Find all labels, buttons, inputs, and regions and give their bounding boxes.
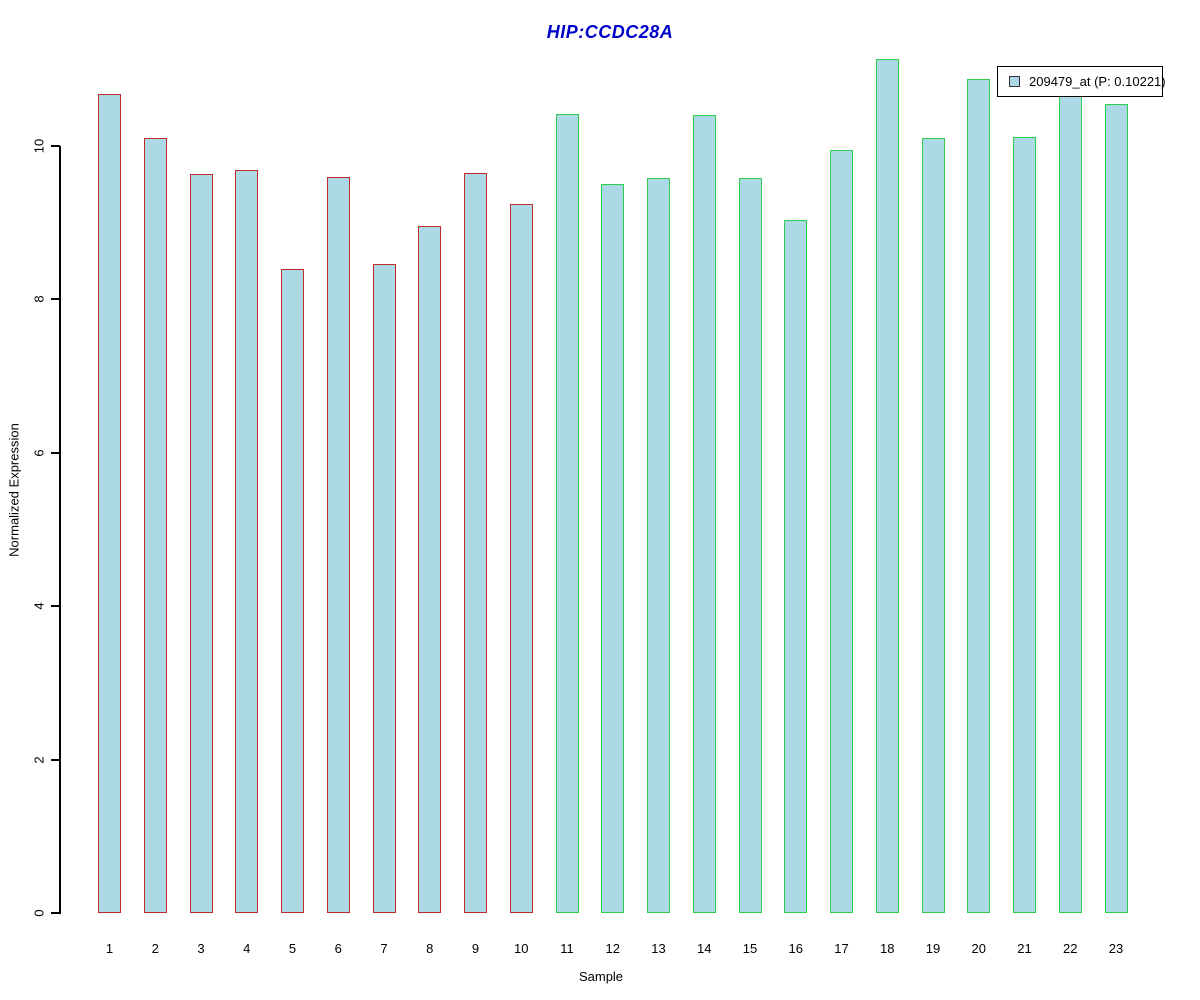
bar-sample-16 [784, 220, 808, 913]
bar-sample-22 [1058, 88, 1082, 913]
x-tick-label: 11 [560, 941, 574, 956]
x-tick-label: 21 [1017, 941, 1032, 956]
x-tick-label: 6 [334, 941, 342, 956]
bar-sample-9 [464, 172, 487, 913]
chart-title: HIP:CCDC28A [546, 22, 674, 42]
x-tick-label: 14 [697, 941, 712, 956]
bar-sample-12 [601, 183, 625, 913]
bar-sample-19 [921, 137, 945, 913]
x-axis-label: Sample [578, 969, 624, 984]
bar-sample-6 [326, 176, 350, 913]
y-tick-label: 2 [31, 755, 47, 764]
y-tick-mark [51, 451, 60, 454]
x-tick-label: 9 [471, 941, 480, 956]
x-tick-label: 8 [426, 941, 434, 956]
y-axis-line [59, 146, 61, 914]
bar-sample-10 [509, 204, 533, 913]
bar-sample-23 [1104, 103, 1128, 913]
bar-sample-20 [967, 79, 991, 913]
y-tick-mark [51, 912, 60, 914]
x-tick-label: 23 [1108, 941, 1124, 956]
bar-sample-11 [555, 113, 579, 913]
y-tick-label: 4 [31, 602, 47, 610]
bar-sample-8 [418, 225, 442, 913]
bar-sample-13 [647, 178, 670, 913]
x-tick-label: 2 [151, 941, 159, 956]
x-tick-label: 18 [880, 941, 895, 956]
x-tick-label: 13 [651, 941, 666, 956]
bar-sample-14 [692, 114, 716, 913]
y-tick-mark [51, 758, 60, 761]
y-tick-label: 6 [31, 449, 47, 457]
x-tick-label: 10 [514, 941, 529, 956]
bar-sample-4 [235, 169, 259, 913]
x-tick-label: 1 [105, 941, 114, 956]
x-tick-label: 7 [380, 941, 388, 956]
legend-swatch-icon [1009, 76, 1020, 87]
x-tick-label: 3 [197, 941, 205, 956]
x-tick-label: 22 [1063, 941, 1078, 956]
bar-sample-18 [875, 59, 899, 913]
bar-sample-15 [738, 178, 762, 913]
x-tick-label: 19 [925, 941, 941, 956]
bar-sample-3 [189, 173, 213, 913]
bar-sample-1 [98, 93, 121, 913]
x-tick-label: 15 [742, 941, 758, 956]
x-tick-label: 20 [971, 941, 986, 956]
y-tick-label: 10 [31, 138, 47, 154]
x-tick-label: 5 [288, 941, 297, 956]
bar-sample-21 [1013, 136, 1036, 913]
y-tick-mark [51, 145, 60, 147]
x-tick-label: 4 [243, 941, 251, 956]
y-tick-mark [51, 605, 60, 608]
bar-sample-7 [372, 264, 396, 913]
bar-sample-2 [143, 137, 167, 913]
bar-sample-17 [830, 149, 853, 913]
x-tick-label: 12 [605, 941, 620, 956]
legend: 209479_at (P: 0.10221) [997, 66, 1166, 97]
y-tick-mark [51, 298, 60, 301]
bar-sample-5 [281, 268, 304, 913]
y-tick-label: 8 [31, 295, 47, 304]
legend-label: 209479_at (P: 0.10221) [1029, 74, 1166, 89]
y-axis-label: Normalized Expression [6, 423, 22, 557]
x-tick-label: 16 [788, 941, 803, 956]
x-tick-label: 17 [834, 941, 849, 956]
y-tick-label: 0 [31, 909, 47, 917]
